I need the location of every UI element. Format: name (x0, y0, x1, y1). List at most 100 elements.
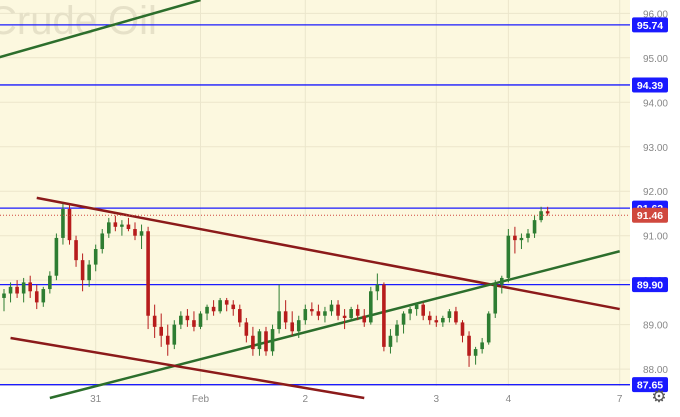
price-badge-box (632, 17, 668, 33)
price-axis-background (630, 0, 680, 386)
candle (87, 260, 91, 287)
candle (480, 337, 484, 354)
candle (467, 331, 471, 367)
candle (34, 284, 39, 310)
time-tick-label: 7 (617, 394, 623, 405)
chart-watermark-title: Crude Oil (0, 0, 157, 43)
candle-body (303, 309, 308, 321)
candle (316, 304, 321, 321)
candle-body (15, 286, 19, 294)
candle (519, 233, 524, 250)
candle (362, 309, 367, 327)
candle (165, 324, 170, 356)
candle (441, 315, 445, 327)
time-tick-label: 31 (90, 394, 102, 405)
candle (473, 346, 478, 365)
price-tick-label: 88.00 (643, 365, 668, 376)
trendline-rising-support (49, 250, 621, 400)
candle (270, 324, 275, 356)
candle-body (264, 331, 268, 352)
price-tick-label: 95.00 (643, 54, 668, 65)
candle-body (342, 315, 347, 318)
candle-body (441, 317, 445, 323)
candle-body (126, 224, 131, 230)
candle-body (185, 315, 190, 321)
candle (486, 311, 491, 345)
candle-body (133, 229, 137, 236)
candle-body (375, 284, 380, 292)
candle (120, 220, 124, 236)
candle-body (395, 324, 399, 336)
time-axis[interactable]: 31 Feb 2 3 4 7 (90, 394, 623, 405)
candle (310, 302, 314, 316)
candle-body (427, 315, 432, 321)
candle (493, 280, 498, 318)
level-price-badge: 89.90 (632, 277, 668, 293)
candle (427, 311, 432, 325)
candle-body (218, 300, 222, 312)
candle-body (545, 211, 550, 214)
candle (264, 326, 268, 356)
candle (172, 320, 177, 350)
price-badge-box (632, 377, 668, 393)
candle-body (369, 291, 373, 323)
price-axis[interactable]: 96.0095.0094.0093.0092.0091.0090.0089.00… (643, 9, 668, 376)
candle-body (519, 237, 524, 241)
candle-body (139, 231, 144, 236)
time-tick-label: 2 (303, 394, 309, 405)
candle (21, 277, 26, 303)
candle-body (467, 335, 471, 356)
candle-body (513, 235, 517, 241)
candle-body (211, 306, 216, 312)
candle (369, 286, 373, 325)
candle-body (270, 329, 275, 352)
price-badge-box (632, 207, 668, 223)
gear-icon[interactable]: ⚙ (651, 387, 667, 406)
candle-body (355, 309, 360, 316)
candle-body (28, 282, 32, 292)
candle (342, 309, 347, 330)
candle (28, 275, 32, 298)
price-badge-label: 94.39 (637, 80, 663, 92)
candle-body (159, 326, 163, 336)
candle-body (8, 286, 13, 294)
candle (15, 280, 19, 298)
candle-body (179, 315, 183, 325)
candle-body (198, 313, 203, 327)
candle-body (34, 291, 39, 303)
candle (8, 282, 13, 303)
candle (388, 329, 393, 354)
candle (100, 229, 105, 254)
candle (460, 320, 465, 343)
candle-body (421, 304, 425, 316)
candle-body (41, 289, 46, 303)
candle-body (460, 322, 465, 336)
candle (74, 235, 78, 267)
candle-body (336, 304, 340, 316)
candle-body (172, 324, 177, 345)
candle (211, 300, 216, 316)
candle (152, 304, 157, 338)
candle-body (67, 209, 72, 241)
candle (257, 329, 262, 356)
candle (54, 233, 59, 281)
candle-body (251, 335, 255, 350)
candle-body (493, 284, 498, 314)
candle-body (231, 304, 236, 310)
candle (238, 304, 242, 327)
candle (185, 309, 190, 327)
candle-body (107, 222, 111, 234)
candle (290, 311, 294, 336)
candle-body (329, 304, 334, 312)
candle-body (447, 311, 452, 318)
candle-body (165, 335, 170, 345)
candle (454, 306, 458, 325)
candle-body (54, 237, 59, 276)
candle (224, 297, 229, 312)
candle-body (21, 282, 26, 294)
candle (146, 226, 150, 330)
candle-body (414, 304, 419, 310)
level-price-badge: 87.65 (632, 377, 668, 393)
